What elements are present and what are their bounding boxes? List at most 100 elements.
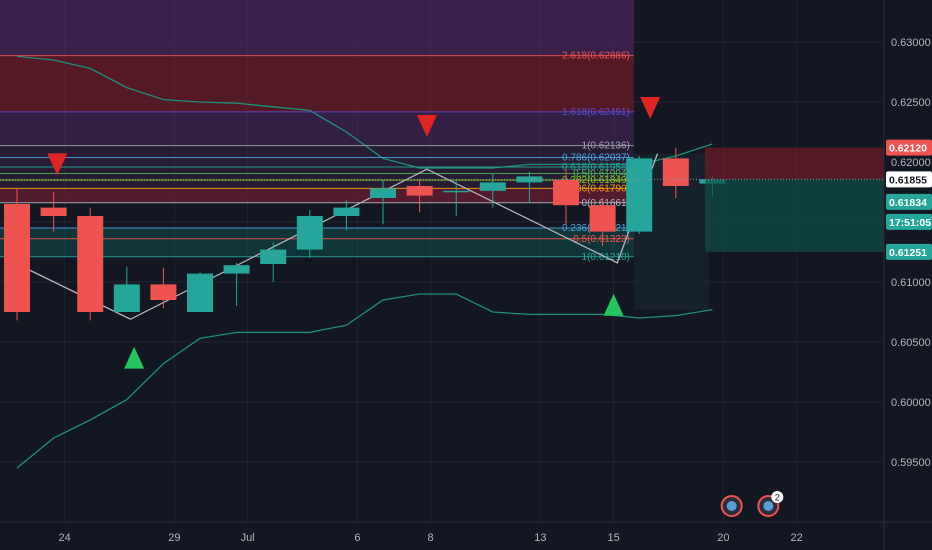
candle[interactable] (260, 242, 287, 282)
event-badges[interactable]: 2 (720, 491, 784, 517)
fib-level-label: 0.5(0.61904) (573, 169, 630, 180)
buy-arrow-icon (124, 346, 145, 369)
signal-arrows (47, 97, 661, 369)
projection-profit-zone (705, 179, 884, 252)
candle-body (516, 176, 543, 183)
candle[interactable] (296, 210, 323, 258)
time-tick-label: 15 (607, 532, 619, 544)
candle-body (479, 182, 506, 191)
badge-count-bubble (771, 491, 784, 503)
time-tick-label: 13 (534, 532, 546, 544)
price-tag-text: 0.62120 (889, 143, 927, 155)
price-tag: 0.61834 (886, 193, 932, 210)
fib-level-label: 1.618(0.62491) (562, 107, 630, 118)
fib-level-label: 0.5(0.61323) (573, 234, 630, 245)
time-tick-label: 24 (58, 532, 70, 544)
time-tick-label: 8 (428, 532, 434, 544)
price-tag-bg (886, 193, 932, 210)
time-tick-label: 22 (790, 532, 802, 544)
price-tick-label: 0.60000 (891, 397, 931, 409)
price-tag-bg (886, 139, 932, 156)
price-tag: 17:51:05 (886, 213, 932, 230)
price-tag-bg (886, 243, 932, 260)
candle[interactable] (443, 181, 470, 216)
candle-body (77, 216, 104, 312)
candle[interactable] (113, 266, 140, 312)
price-axis[interactable]: 0.630000.625000.620000.615000.610000.605… (883, 0, 931, 550)
price-tag-bg (886, 171, 932, 188)
price-tick-label: 0.60500 (891, 337, 931, 349)
candle[interactable] (662, 147, 689, 198)
time-tick-label: 20 (717, 532, 729, 544)
fib-level-label: 0.786(0.62037) (562, 153, 630, 164)
candle-body (443, 190, 470, 193)
candle-body (589, 205, 616, 232)
candle[interactable] (370, 180, 397, 225)
projection-loss-zone (705, 147, 884, 180)
sell-arrow-icon (640, 97, 661, 119)
event-badge[interactable] (720, 495, 743, 517)
candle[interactable] (333, 200, 360, 231)
price-tag-bg (886, 213, 932, 230)
zone-top-purple (0, 0, 634, 56)
time-axis[interactable]: 24 29 Jul 6 8 13 15 20 22 (0, 521, 932, 544)
zone-red-upper (0, 55, 634, 112)
sell-arrow-icon (47, 153, 68, 176)
fib-level-label: 0.618(0.61958) (562, 162, 630, 173)
price-tag-text: 0.61855 (889, 174, 927, 186)
fib-level-label: 2.618(0.62886) (562, 51, 630, 62)
candle[interactable] (553, 169, 580, 225)
candle[interactable] (406, 178, 433, 213)
fib-level-label: 0.382(0.61849) (562, 175, 630, 186)
projection-zone (0, 147, 884, 252)
price-tags: 0.62120 0.61855 0.61834 17:51:05 0.61251 (886, 139, 932, 260)
candle-body (626, 158, 653, 232)
fib-level-label: 0.236(0.61790) (562, 183, 630, 194)
candle-body (296, 216, 323, 250)
candle-body (187, 273, 214, 312)
flag-dot (763, 501, 774, 511)
price-tag: 0.62120 (886, 139, 932, 156)
price-tag-text: 17:51:05 (889, 217, 931, 229)
candle[interactable] (4, 188, 31, 321)
time-tick-label: 29 (168, 532, 180, 544)
price-tick-label: 0.61000 (891, 277, 931, 289)
candle-body (40, 207, 67, 216)
candle-body (223, 265, 250, 274)
badge-count: 2 (775, 493, 780, 503)
zone-fib-upper (0, 145, 634, 203)
candle-body (553, 180, 580, 206)
zone-red-mid (0, 188, 634, 203)
price-tick-label: 0.59500 (891, 457, 931, 469)
time-tick-label: 6 (354, 532, 360, 544)
candle[interactable] (77, 207, 104, 321)
candle[interactable] (223, 262, 250, 306)
zone-purple-mid (0, 111, 634, 146)
price-tick-label: 0.62000 (891, 157, 931, 169)
candles[interactable] (4, 147, 726, 321)
candle-body (333, 207, 360, 216)
lower-band-line (16, 293, 713, 469)
candle-body (370, 188, 397, 198)
candle-body (150, 284, 177, 300)
fib-level-label: 1(0.62136) (582, 141, 630, 152)
candle-body (113, 284, 140, 312)
candle[interactable] (187, 272, 214, 312)
event-badge[interactable]: 2 (757, 491, 784, 517)
flag-dot (726, 501, 737, 511)
time-tick-label: Jul (241, 532, 255, 544)
price-tag: 0.61251 (886, 243, 932, 260)
price-tag: 0.61855 (886, 171, 932, 188)
sell-arrow-icon (416, 115, 437, 137)
candle-body (260, 249, 287, 264)
candle-body (662, 158, 689, 186)
candle[interactable] (40, 192, 67, 232)
candle-body (4, 204, 31, 312)
candle-body (406, 186, 433, 196)
candle[interactable] (516, 171, 543, 203)
candle[interactable] (626, 156, 653, 234)
buy-arrow-icon (603, 293, 624, 316)
candle[interactable] (589, 198, 616, 246)
candle[interactable] (150, 267, 177, 309)
